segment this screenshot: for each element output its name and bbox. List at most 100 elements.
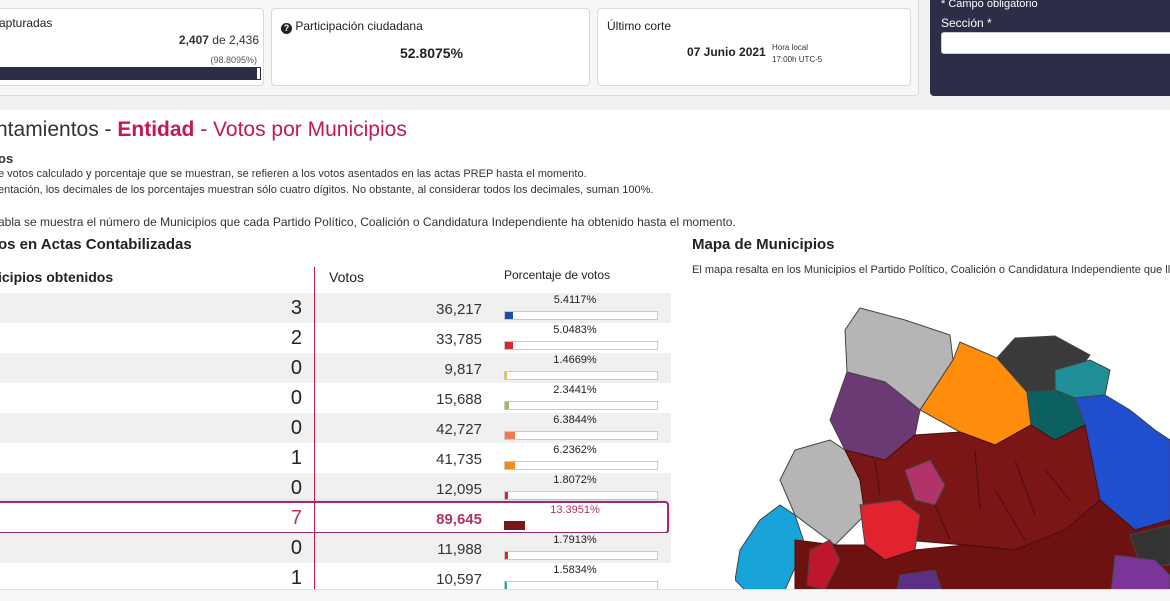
title-prefix: ntamientos - bbox=[0, 118, 118, 141]
row-porcentaje: 2.3441% bbox=[553, 384, 597, 396]
table-row[interactable]: 0 12,095 1.8072% bbox=[0, 473, 671, 503]
row-votos: 36,217 bbox=[436, 301, 482, 318]
note-line-1: e votos calculado y porcentaje que se mu… bbox=[0, 168, 587, 180]
row-porcentaje: 13.3951% bbox=[550, 504, 600, 516]
row-percent-bar bbox=[504, 311, 658, 320]
row-votos: 42,727 bbox=[436, 421, 482, 438]
row-percent-bar bbox=[504, 401, 658, 410]
row-percent-fill bbox=[505, 432, 515, 439]
table-row[interactable]: 0 9,817 1.4669% bbox=[0, 353, 671, 383]
row-percent-bar bbox=[504, 431, 658, 440]
table-row[interactable]: 3 36,217 5.4117% bbox=[0, 293, 671, 323]
participacion-card: ? Participación ciudadana 52.8075% bbox=[271, 8, 590, 86]
table-row[interactable]: 0 15,688 2.3441% bbox=[0, 383, 671, 413]
row-percent-fill bbox=[505, 312, 514, 319]
table-row[interactable]: 2 33,785 5.0483% bbox=[0, 323, 671, 353]
table-row[interactable]: 0 42,727 6.3844% bbox=[0, 413, 671, 443]
col-votos-header: Votos bbox=[329, 269, 365, 285]
row-votos: 33,785 bbox=[436, 331, 482, 348]
map-region-magenta[interactable] bbox=[904, 459, 946, 506]
col-municipios-header: icipios obtenidos bbox=[0, 269, 114, 285]
table-row[interactable]: 1 41,735 6.2362% bbox=[0, 443, 671, 473]
table-row[interactable]: 0 11,988 1.7913% bbox=[0, 533, 671, 563]
notes-title: os bbox=[0, 151, 14, 166]
row-votos: 41,735 bbox=[436, 451, 482, 468]
row-porcentaje: 1.7913% bbox=[553, 534, 597, 546]
row-porcentaje: 5.0483% bbox=[553, 324, 597, 336]
row-percent-fill bbox=[505, 342, 513, 349]
row-porcentaje: 1.8072% bbox=[553, 474, 597, 486]
actas-capturadas-title: apturadas bbox=[0, 16, 53, 30]
row-municipios: 2 bbox=[290, 327, 302, 349]
map-title: Mapa de Municipios bbox=[692, 236, 835, 253]
row-votos: 9,817 bbox=[444, 361, 482, 378]
row-porcentaje: 1.5834% bbox=[553, 564, 597, 576]
bottom-bar bbox=[0, 589, 1170, 601]
row-percent-fill bbox=[504, 521, 525, 530]
actas-count: 2,407 de 2,436 bbox=[179, 33, 259, 47]
actas-total-value: 2,436 bbox=[228, 33, 259, 47]
row-porcentaje: 6.2362% bbox=[553, 444, 597, 456]
row-votos: 11,988 bbox=[437, 541, 482, 558]
row-percent-fill bbox=[505, 552, 508, 559]
row-percent-bar bbox=[504, 461, 658, 470]
row-percent-bar bbox=[504, 551, 658, 560]
search-panel: * Campo obligatorio Sección * bbox=[930, 0, 1170, 96]
row-porcentaje: 1.4669% bbox=[553, 354, 597, 366]
table-section-title: os en Actas Contabilizadas bbox=[0, 236, 192, 253]
ultimo-corte-card: Último corte 07 Junio 2021 Hora local 17… bbox=[597, 8, 911, 86]
col-porcentaje-header: Porcentaje de votos bbox=[504, 268, 611, 282]
row-municipios: 3 bbox=[290, 297, 302, 319]
title-rest: - Votos por Municipios bbox=[194, 118, 407, 141]
row-percent-bar bbox=[504, 521, 658, 530]
required-note: * Campo obligatorio bbox=[941, 0, 1038, 10]
table-row[interactable]: 7 89,645 13.3951% bbox=[0, 503, 671, 533]
help-icon[interactable]: ? bbox=[281, 23, 292, 34]
row-percent-fill bbox=[505, 492, 508, 499]
seccion-label: Sección * bbox=[941, 16, 992, 30]
corte-date: 07 Junio 2021 bbox=[687, 45, 766, 59]
row-percent-bar bbox=[504, 371, 658, 380]
note-line-2: entación, los decimales de los porcentaj… bbox=[0, 184, 654, 196]
seccion-input[interactable] bbox=[941, 32, 1170, 54]
row-votos: 89,645 bbox=[436, 511, 482, 528]
actas-percent: (98.8095%) bbox=[210, 55, 257, 65]
row-municipios: 1 bbox=[290, 447, 302, 469]
row-municipios: 0 bbox=[290, 387, 302, 409]
highlighted-row-frame bbox=[0, 501, 669, 534]
column-divider bbox=[314, 267, 315, 600]
map-region-lines bbox=[874, 449, 1071, 541]
row-municipios: 0 bbox=[290, 357, 302, 379]
actas-progress-fill bbox=[0, 68, 257, 79]
row-votos: 10,597 bbox=[436, 571, 482, 588]
actas-capturadas-card: apturadas 2,407 de 2,436 (98.8095%) bbox=[0, 8, 264, 86]
actas-sep: de bbox=[212, 33, 226, 47]
corte-time-label: Hora local bbox=[772, 43, 809, 52]
corte-time-value: 17:00h UTC-5 bbox=[772, 55, 823, 64]
note-line-3: abla se muestra el número de Municipios … bbox=[0, 215, 736, 229]
row-percent-fill bbox=[505, 372, 508, 379]
actas-captured-value: 2,407 bbox=[178, 33, 209, 47]
page-title: ntamientos - Entidad - Votos por Municip… bbox=[0, 118, 407, 142]
row-percent-fill bbox=[505, 582, 508, 589]
municipios-map[interactable] bbox=[735, 300, 1170, 600]
map-region-maroon-south[interactable] bbox=[794, 499, 1170, 600]
row-municipios: 0 bbox=[290, 477, 302, 499]
row-percent-fill bbox=[505, 462, 515, 469]
row-percent-bar bbox=[504, 341, 658, 350]
title-entity: Entidad bbox=[117, 118, 195, 141]
row-municipios: 7 bbox=[290, 507, 302, 529]
map-description: El mapa resalta en los Municipios el Par… bbox=[692, 264, 1170, 276]
actas-progress-track bbox=[0, 67, 261, 80]
row-municipios: 0 bbox=[290, 537, 302, 559]
row-municipios: 1 bbox=[290, 567, 302, 589]
row-percent-bar bbox=[504, 491, 658, 500]
ultimo-corte-title: Último corte bbox=[607, 19, 672, 33]
row-percent-fill bbox=[505, 402, 509, 409]
map-region-red-south[interactable] bbox=[806, 539, 841, 591]
row-porcentaje: 6.3844% bbox=[553, 414, 597, 426]
row-votos: 12,095 bbox=[436, 481, 482, 498]
row-municipios: 0 bbox=[290, 417, 302, 439]
map-region-darkgray-east[interactable] bbox=[1129, 524, 1170, 566]
row-votos: 15,688 bbox=[436, 391, 482, 408]
